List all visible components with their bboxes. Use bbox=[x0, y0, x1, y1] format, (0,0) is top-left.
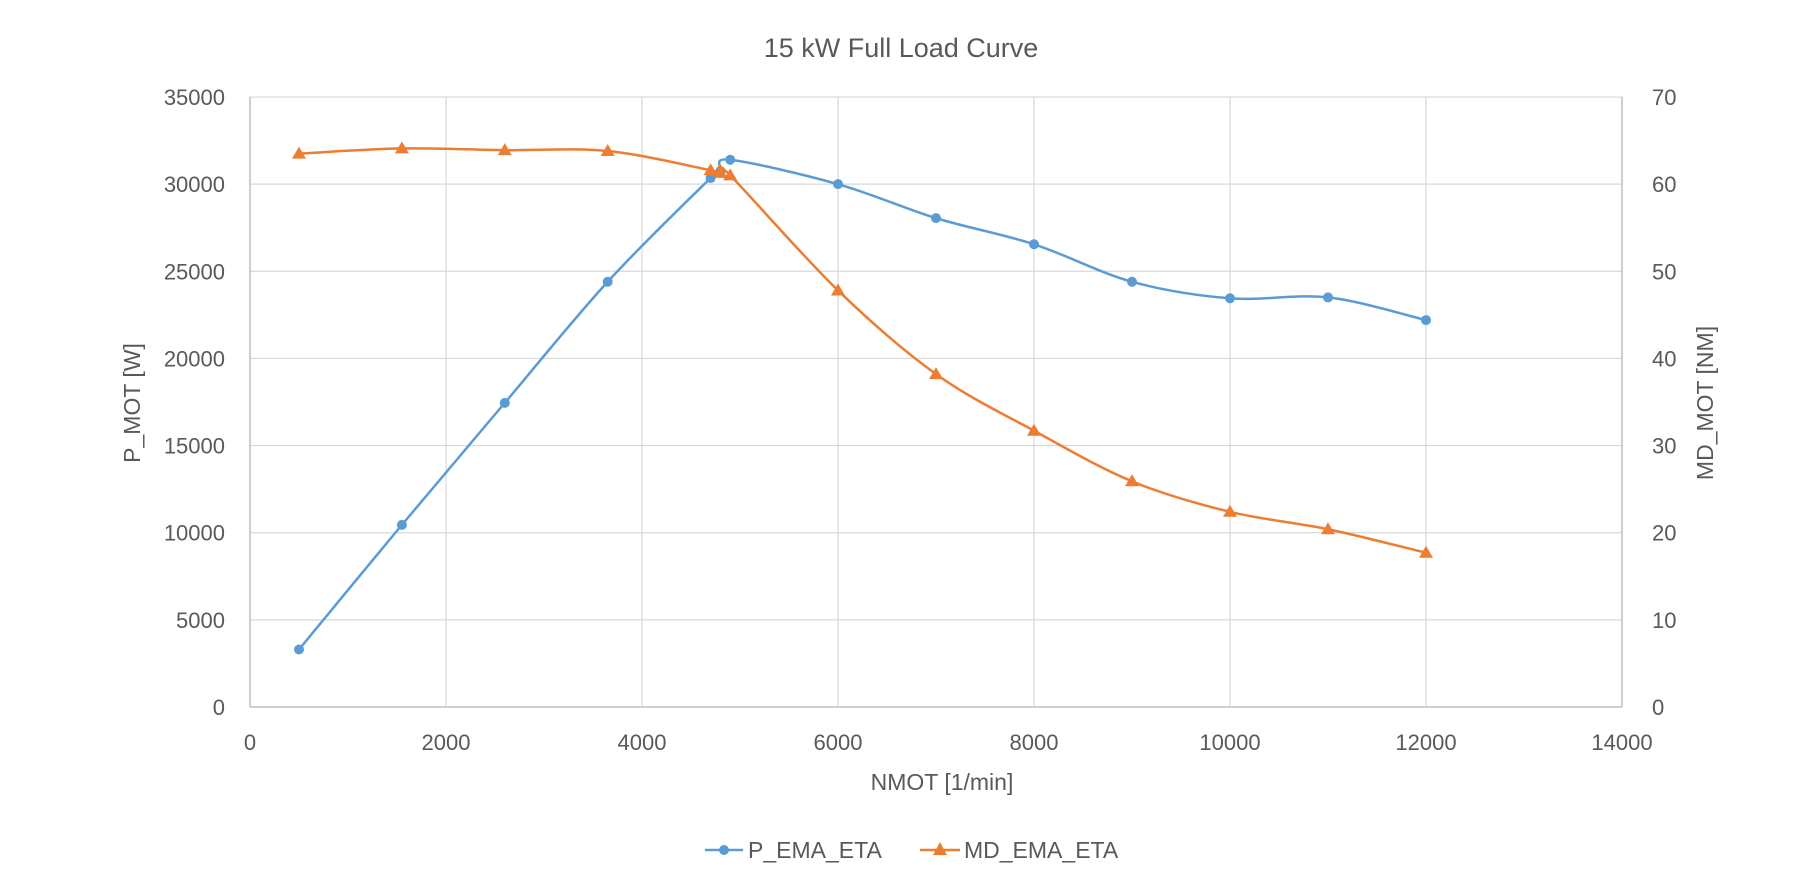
y-tick-label: 5000 bbox=[176, 608, 225, 633]
data-point-p-ema-eta bbox=[396, 519, 407, 530]
data-point-md-ema-eta bbox=[1321, 522, 1335, 535]
y2-tick-label: 40 bbox=[1652, 346, 1676, 371]
data-point-p-ema-eta bbox=[499, 397, 510, 408]
data-point-p-ema-eta bbox=[294, 644, 304, 655]
y2-tick-label: 50 bbox=[1652, 259, 1676, 284]
data-point-p-ema-eta bbox=[833, 179, 843, 190]
data-point-p-ema-eta bbox=[725, 154, 736, 165]
y2-tick-label: 30 bbox=[1652, 434, 1676, 459]
y-tick-label: 35000 bbox=[164, 85, 225, 110]
x-tick-label: 10000 bbox=[1199, 730, 1260, 755]
grid-layer bbox=[249, 96, 1623, 708]
data-point-md-ema-eta bbox=[497, 143, 512, 156]
data-point-md-ema-eta bbox=[929, 367, 943, 380]
chart-title: 15 kW Full Load Curve bbox=[764, 33, 1039, 63]
x-axis-label: NMOT [1/min] bbox=[871, 769, 1014, 795]
x-tick-label: 4000 bbox=[618, 730, 667, 755]
y2-tick-label: 60 bbox=[1652, 172, 1676, 197]
x-tick-label: 2000 bbox=[422, 730, 471, 755]
data-point-p-ema-eta bbox=[705, 173, 716, 184]
legend-marker-md-ema-eta bbox=[933, 842, 947, 855]
y2-tick-label: 0 bbox=[1652, 695, 1664, 720]
data-point-p-ema-eta bbox=[1029, 239, 1039, 250]
data-point-md-ema-eta bbox=[394, 141, 409, 154]
data-point-md-ema-eta bbox=[831, 283, 845, 296]
x-tick-label: 14000 bbox=[1591, 730, 1652, 755]
data-point-p-ema-eta bbox=[1323, 292, 1333, 303]
x-tick-label: 0 bbox=[244, 730, 256, 755]
series-line-md-ema-eta bbox=[298, 147, 1427, 554]
legend-label-p-ema-eta: P_EMA_ETA bbox=[748, 837, 882, 863]
x-tick-label: 12000 bbox=[1395, 730, 1456, 755]
y2-axis-label: MD_MOT [NM] bbox=[1692, 326, 1718, 480]
data-point-md-ema-eta bbox=[1125, 474, 1139, 487]
tick-layer: 0500010000150002000025000300003500001020… bbox=[164, 85, 1677, 755]
data-point-p-ema-eta bbox=[1225, 293, 1235, 304]
y2-tick-label: 20 bbox=[1652, 521, 1676, 546]
data-point-md-ema-eta bbox=[1027, 423, 1041, 436]
y2-tick-label: 10 bbox=[1652, 608, 1676, 633]
legend-label-md-ema-eta: MD_EMA_ETA bbox=[964, 837, 1119, 863]
y-axis-label: P_MOT [W] bbox=[119, 343, 145, 463]
data-point-md-ema-eta bbox=[1223, 504, 1237, 517]
data-point-p-ema-eta bbox=[1421, 315, 1431, 326]
data-point-md-ema-eta bbox=[703, 163, 718, 176]
y-tick-label: 20000 bbox=[164, 346, 225, 371]
y-tick-label: 0 bbox=[213, 695, 225, 720]
data-point-md-ema-eta bbox=[292, 146, 306, 159]
data-point-md-ema-eta bbox=[600, 144, 615, 157]
x-tick-label: 8000 bbox=[1010, 730, 1059, 755]
data-point-md-ema-eta bbox=[1419, 545, 1433, 558]
y-tick-label: 25000 bbox=[164, 259, 225, 284]
series-line-p-ema-eta bbox=[298, 158, 1427, 651]
data-point-p-ema-eta bbox=[1127, 276, 1137, 287]
y2-tick-label: 70 bbox=[1652, 85, 1676, 110]
data-point-p-ema-eta bbox=[602, 276, 613, 287]
legend: P_EMA_ETA MD_EMA_ETA bbox=[705, 837, 1119, 863]
y-tick-label: 10000 bbox=[164, 521, 225, 546]
data-point-p-ema-eta bbox=[931, 213, 941, 224]
legend-marker-p-ema-eta bbox=[719, 845, 729, 855]
y-tick-label: 15000 bbox=[164, 434, 225, 459]
y-tick-label: 30000 bbox=[164, 172, 225, 197]
series-layer bbox=[292, 141, 1433, 655]
data-point-md-ema-eta bbox=[723, 168, 738, 181]
x-tick-label: 6000 bbox=[814, 730, 863, 755]
data-point-md-ema-eta bbox=[713, 165, 728, 178]
